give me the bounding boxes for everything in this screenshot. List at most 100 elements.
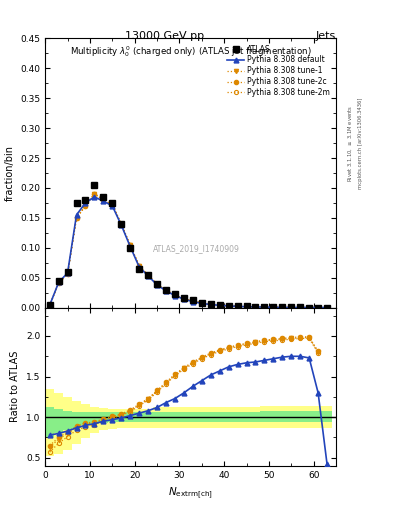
Pythia 8.308 tune-1	[199, 300, 204, 306]
Pythia 8.308 default	[226, 303, 231, 309]
Pythia 8.308 tune-2m	[235, 303, 240, 309]
Pythia 8.308 tune-1	[92, 191, 97, 197]
ATLAS	[92, 182, 97, 188]
Pythia 8.308 default	[92, 194, 97, 200]
ATLAS	[110, 200, 115, 206]
Pythia 8.308 tune-1	[137, 263, 141, 269]
Pythia 8.308 tune-2m	[298, 305, 303, 311]
Pythia 8.308 default	[137, 264, 141, 270]
Pythia 8.308 tune-2c	[199, 300, 204, 306]
ATLAS	[253, 304, 258, 310]
ATLAS	[56, 278, 61, 284]
Line: Pythia 8.308 tune-1: Pythia 8.308 tune-1	[48, 192, 320, 310]
Pythia 8.308 tune-1	[119, 221, 124, 227]
Pythia 8.308 default	[119, 222, 124, 228]
Pythia 8.308 default	[163, 288, 168, 294]
Pythia 8.308 default	[235, 303, 240, 309]
Pythia 8.308 tune-2m	[137, 263, 141, 269]
Pythia 8.308 tune-2c	[110, 202, 115, 208]
Pythia 8.308 tune-2c	[182, 295, 186, 302]
Pythia 8.308 tune-2c	[65, 271, 70, 277]
Pythia 8.308 default	[217, 302, 222, 308]
ATLAS	[235, 303, 240, 309]
Text: Multiplicity $\lambda_0^0$ (charged only) (ATLAS jet fragmentation): Multiplicity $\lambda_0^0$ (charged only…	[70, 44, 311, 59]
X-axis label: $N_{\mathrm{extrm[ch]}}$: $N_{\mathrm{extrm[ch]}}$	[168, 485, 213, 501]
Pythia 8.308 tune-1	[128, 242, 132, 248]
Pythia 8.308 tune-2c	[289, 304, 294, 310]
Pythia 8.308 tune-1	[74, 215, 79, 221]
ATLAS	[74, 200, 79, 206]
Pythia 8.308 default	[307, 305, 312, 311]
Pythia 8.308 tune-2m	[199, 300, 204, 306]
Pythia 8.308 tune-2m	[182, 295, 186, 302]
Pythia 8.308 tune-1	[47, 302, 52, 308]
Pythia 8.308 tune-2c	[271, 304, 276, 310]
Pythia 8.308 default	[208, 302, 213, 308]
Pythia 8.308 tune-1	[163, 287, 168, 293]
Pythia 8.308 tune-1	[173, 292, 177, 298]
Pythia 8.308 tune-2c	[119, 221, 124, 227]
Pythia 8.308 tune-2c	[235, 303, 240, 309]
Pythia 8.308 default	[74, 212, 79, 218]
Pythia 8.308 default	[298, 305, 303, 311]
Pythia 8.308 tune-1	[217, 302, 222, 308]
Pythia 8.308 tune-1	[146, 272, 151, 279]
Pythia 8.308 default	[199, 301, 204, 307]
Pythia 8.308 tune-2m	[226, 303, 231, 309]
Line: Pythia 8.308 tune-2m: Pythia 8.308 tune-2m	[48, 192, 320, 310]
Pythia 8.308 tune-2m	[83, 203, 88, 209]
ATLAS	[173, 291, 177, 297]
Text: Jets: Jets	[316, 31, 336, 41]
Text: ATLAS_2019_I1740909: ATLAS_2019_I1740909	[153, 244, 240, 253]
Pythia 8.308 tune-1	[191, 298, 195, 304]
Pythia 8.308 tune-2m	[271, 304, 276, 310]
Pythia 8.308 tune-1	[83, 203, 88, 209]
Pythia 8.308 tune-1	[65, 271, 70, 277]
Pythia 8.308 default	[110, 203, 115, 209]
Pythia 8.308 tune-2m	[173, 292, 177, 298]
ATLAS	[271, 304, 276, 310]
Pythia 8.308 tune-2c	[146, 272, 151, 279]
Pythia 8.308 tune-2c	[155, 281, 160, 287]
Pythia 8.308 tune-1	[316, 305, 320, 311]
Pythia 8.308 tune-2c	[262, 304, 267, 310]
Pythia 8.308 tune-1	[253, 304, 258, 310]
Pythia 8.308 default	[155, 282, 160, 288]
Pythia 8.308 tune-1	[271, 304, 276, 310]
Pythia 8.308 tune-2m	[217, 302, 222, 308]
Pythia 8.308 tune-2c	[101, 197, 106, 203]
Pythia 8.308 default	[244, 304, 249, 310]
Line: Pythia 8.308 default: Pythia 8.308 default	[47, 195, 329, 310]
Pythia 8.308 tune-2c	[298, 305, 303, 311]
Pythia 8.308 tune-2c	[83, 203, 88, 209]
Pythia 8.308 default	[271, 304, 276, 310]
Pythia 8.308 tune-2m	[316, 305, 320, 311]
Pythia 8.308 default	[128, 244, 132, 250]
Text: Rivet 3.1.10, $\geq$ 3.1M events: Rivet 3.1.10, $\geq$ 3.1M events	[347, 105, 354, 182]
Pythia 8.308 tune-2c	[316, 305, 320, 311]
Pythia 8.308 tune-1	[235, 303, 240, 309]
Pythia 8.308 default	[262, 304, 267, 310]
Pythia 8.308 default	[289, 305, 294, 311]
Pythia 8.308 default	[56, 280, 61, 286]
Line: Pythia 8.308 tune-2c: Pythia 8.308 tune-2c	[48, 192, 320, 310]
Pythia 8.308 default	[47, 302, 52, 308]
Pythia 8.308 default	[146, 273, 151, 279]
Pythia 8.308 tune-2c	[191, 298, 195, 304]
Y-axis label: Ratio to ATLAS: Ratio to ATLAS	[10, 351, 20, 422]
Pythia 8.308 tune-2m	[253, 304, 258, 310]
ATLAS	[155, 281, 160, 287]
Pythia 8.308 tune-2m	[208, 301, 213, 307]
ATLAS	[325, 305, 329, 311]
Pythia 8.308 tune-1	[289, 304, 294, 310]
Pythia 8.308 tune-1	[280, 304, 285, 310]
Pythia 8.308 tune-1	[155, 281, 160, 287]
Pythia 8.308 tune-1	[244, 304, 249, 310]
Pythia 8.308 default	[253, 304, 258, 310]
Pythia 8.308 tune-2c	[173, 292, 177, 298]
Pythia 8.308 tune-2c	[253, 304, 258, 310]
Pythia 8.308 default	[325, 305, 329, 311]
ATLAS	[137, 266, 141, 272]
Line: ATLAS: ATLAS	[47, 182, 330, 310]
Pythia 8.308 tune-1	[110, 202, 115, 208]
